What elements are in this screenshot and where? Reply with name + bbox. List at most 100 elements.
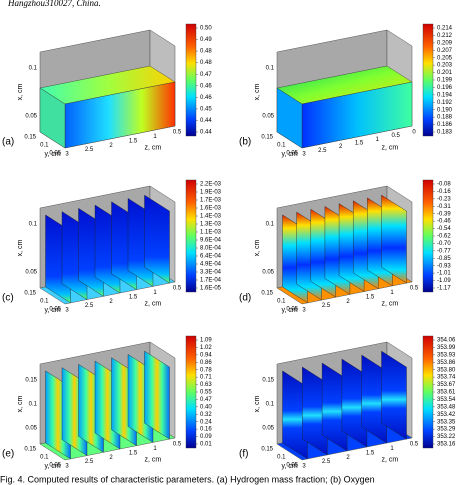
x-tick-label: 0.05 — [262, 426, 274, 432]
colorbar-label: 353.42 — [437, 412, 456, 418]
colorbar-label: 8.0E-04 — [200, 246, 222, 252]
z-tick-label: 2 — [339, 144, 343, 150]
z-tick-label: 1 — [153, 446, 157, 452]
colorbar-label: 0.71 — [200, 375, 212, 381]
colorbar-label: 6.4E-04 — [200, 254, 222, 260]
x-tick-label: 0.05 — [25, 426, 37, 432]
colorbar-label: 0.214 — [437, 26, 453, 32]
y-tick-label: 0.05 — [49, 151, 61, 157]
z-tick-label: 3 — [65, 464, 69, 470]
colorbar-label: -0.77 — [437, 248, 451, 254]
y-tick-label: 0.05 — [49, 463, 61, 469]
colorbar-label: 9.6E-04 — [200, 238, 222, 244]
z-tick-label: 1.5 — [129, 138, 138, 144]
colorbar-label: 0.47 — [200, 72, 212, 78]
colorbar-label: 1.6E-03 — [200, 206, 222, 212]
z-tick-label: 0.5 — [410, 286, 419, 292]
colorbar-label: 353.93 — [437, 352, 456, 358]
colorbar-label: 353.22 — [437, 434, 456, 440]
colorbar-label: 353.67 — [437, 382, 456, 388]
panel-label: (b) — [239, 137, 251, 148]
colorbar-label: 0.09 — [200, 434, 212, 440]
x-tick-label: 0.1 — [266, 402, 275, 408]
z-tick-label: 2 — [109, 455, 113, 461]
z-tick-label: 2.5 — [85, 147, 94, 153]
colorbar-label: -0.31 — [437, 204, 451, 210]
colorbar-label: 0.207 — [437, 48, 453, 54]
panel-label: (d) — [239, 293, 251, 304]
x-tick-label: 0.1 — [29, 402, 38, 408]
colorbar-label: 1.1E-03 — [200, 230, 222, 236]
colorbar-label: -0.54 — [437, 226, 451, 232]
slice — [381, 194, 407, 284]
colorbar-label: 0.212 — [437, 33, 453, 39]
z-tick-label: 1.5 — [366, 294, 375, 300]
colorbar-label: 1.3E-03 — [200, 222, 222, 228]
colorbar — [185, 23, 197, 137]
z-axis-label: z, cm — [382, 457, 399, 464]
y-tick-label: 0.1 — [277, 299, 286, 305]
colorbar-label: 0.190 — [437, 107, 453, 113]
colorbar-label: 0.55 — [200, 390, 212, 396]
x-tick-label: 0.05 — [262, 270, 274, 276]
z-tick-label: 1.5 — [129, 294, 138, 300]
colorbar — [422, 179, 434, 293]
x-axis-label: x, cm — [17, 83, 24, 100]
y-axis-label: y, cm — [45, 463, 61, 470]
colorbar — [185, 179, 197, 293]
y-tick-label: 0.1 — [277, 143, 286, 149]
colorbar-label: 0.47 — [200, 397, 212, 403]
x-tick-label: 0.05 — [25, 270, 37, 276]
colorbar-label: -0.16 — [437, 189, 451, 195]
colorbar-label: 0.44 — [200, 118, 212, 124]
panel: 32.521.510.50.150.10.050.050.10.15z, cmy… — [2, 335, 212, 470]
colorbar-label: 353.74 — [437, 375, 456, 381]
y-tick-label: 0.15 — [261, 291, 273, 297]
colorbar-label: 0.192 — [437, 100, 453, 106]
colorbar-label: 353.80 — [437, 367, 456, 373]
colorbar-label: 0.196 — [437, 85, 453, 91]
z-tick-label: 1 — [153, 134, 157, 140]
colorbar-label: 0.50 — [200, 26, 212, 32]
header: Hangzhou310027, China. — [7, 0, 101, 8]
colorbar-label: 353.86 — [437, 360, 456, 366]
z-tick-label: 3 — [302, 152, 306, 158]
colorbar-label: 0.46 — [200, 83, 212, 89]
colorbar-label: 353.61 — [437, 390, 456, 396]
colorbar-label: -0.93 — [437, 263, 451, 269]
panel: 32.521.510.50.150.10.050.050.1z, cmy, cm… — [239, 179, 451, 314]
colorbar-label: -0.85 — [437, 256, 451, 262]
x-tick-label: 0.05 — [262, 114, 274, 120]
colorbar-label: 1.7E-03 — [200, 198, 222, 204]
z-tick-label: 1.5 — [355, 141, 364, 147]
z-tick-label: 2 — [346, 455, 350, 461]
x-tick-label: 0.05 — [25, 114, 37, 120]
colorbar-label: 0.32 — [200, 412, 212, 418]
z-tick-label: 2.5 — [318, 148, 327, 154]
colorbar-label: 0.186 — [437, 122, 453, 128]
colorbar-label: 0.209 — [437, 40, 453, 46]
panel-label: (a) — [2, 137, 14, 148]
colorbar-label: 1.09 — [200, 338, 212, 344]
caption: Fig. 4. Computed results of characterist… — [0, 474, 375, 484]
z-tick-label: 2 — [109, 299, 113, 305]
colorbar-label: 0.45 — [200, 106, 212, 112]
colorbar-label: 0.183 — [437, 130, 453, 136]
colorbar-label: -0.08 — [437, 182, 451, 188]
y-axis-label: y, cm — [282, 463, 298, 470]
x-axis-label: x, cm — [254, 239, 261, 256]
colorbar-label: 0.48 — [200, 49, 212, 55]
colorbar-label: -1.09 — [437, 278, 451, 284]
z-tick-label: 1 — [390, 290, 394, 296]
colorbar-label: 0.24 — [200, 419, 212, 425]
z-tick-label: 1 — [390, 446, 394, 452]
y-tick-label: 0.1 — [277, 455, 286, 461]
panel-label: (c) — [2, 293, 14, 304]
colorbar-label: 0.86 — [200, 360, 212, 366]
colorbar-label: 353.54 — [437, 397, 456, 403]
z-tick-label: 3 — [302, 464, 306, 470]
y-tick-label: 0.1 — [40, 299, 49, 305]
y-tick-label: 0.15 — [261, 447, 273, 453]
